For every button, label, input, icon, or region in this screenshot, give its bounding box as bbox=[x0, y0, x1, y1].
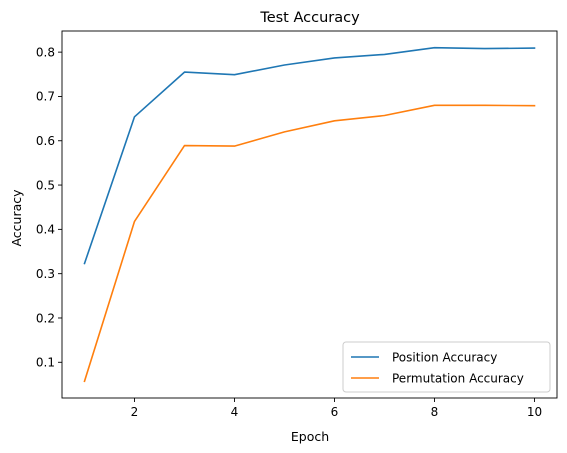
y-tick-label: 0.6 bbox=[36, 134, 55, 148]
y-tick-label: 0.3 bbox=[36, 267, 55, 281]
chart-title: Test Accuracy bbox=[259, 10, 360, 26]
x-axis-title: Epoch bbox=[291, 429, 329, 444]
legend-label-2: Permutation Accuracy bbox=[392, 371, 524, 385]
legend-label-1: Position Accuracy bbox=[392, 350, 497, 364]
series-line-2 bbox=[83, 104, 536, 383]
y-tick-label: 0.2 bbox=[36, 311, 55, 325]
y-tick-label: 0.8 bbox=[36, 45, 55, 59]
y-tick-label: 0.4 bbox=[36, 223, 55, 237]
axes-frame bbox=[61, 30, 558, 399]
legend-box bbox=[342, 341, 551, 393]
x-tick-label: 8 bbox=[431, 405, 439, 419]
x-tick-label: 10 bbox=[527, 405, 542, 419]
y-tick-label: 0.1 bbox=[36, 356, 55, 370]
y-axis-title: Accuracy bbox=[9, 189, 24, 247]
x-tick-label: 4 bbox=[231, 405, 239, 419]
x-tick-label: 2 bbox=[131, 405, 139, 419]
x-tick-label: 6 bbox=[331, 405, 339, 419]
legend: Position Accuracy Permutation Accuracy bbox=[342, 341, 551, 393]
y-tick-label: 0.7 bbox=[36, 90, 55, 104]
series-line-1 bbox=[83, 46, 536, 265]
y-tick-label: 0.5 bbox=[36, 178, 55, 192]
plot-area: 2 4 6 8 10 0.1 0.2 0.3 0.4 0.5 0.6 0.7 0.8 bbox=[36, 30, 558, 419]
